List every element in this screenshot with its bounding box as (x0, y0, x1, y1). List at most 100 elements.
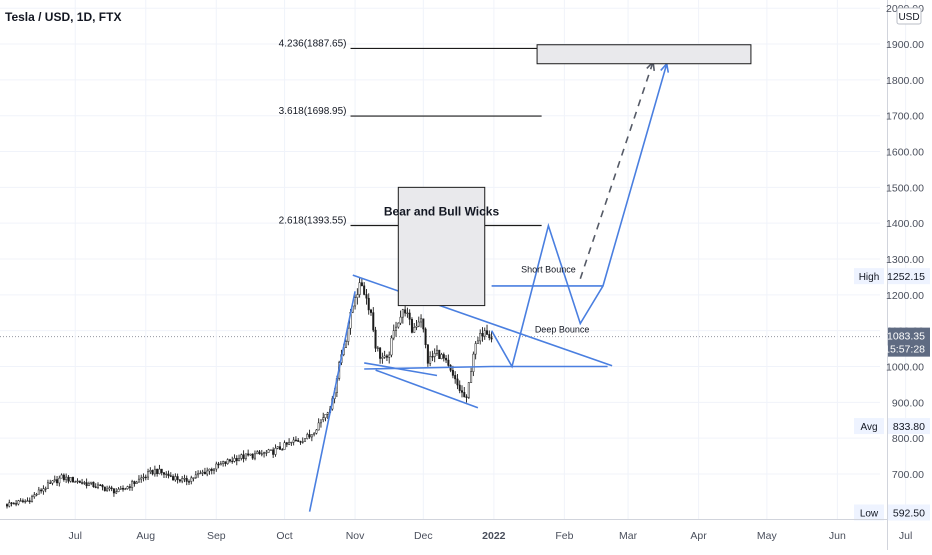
candle[interactable] (445, 355, 448, 364)
candle[interactable] (192, 477, 195, 482)
avg-marker[interactable]: Avg 833.80 (854, 418, 930, 435)
candle[interactable] (429, 351, 432, 367)
projection-dashed-path[interactable] (579, 61, 654, 279)
candle[interactable] (413, 322, 416, 333)
candle[interactable] (149, 467, 152, 475)
candle[interactable] (319, 419, 322, 428)
candle[interactable] (288, 438, 291, 446)
candle[interactable] (461, 385, 463, 398)
fib-level[interactable]: 3.618(1698.95) (279, 106, 542, 117)
candle[interactable] (442, 352, 445, 362)
candle[interactable] (92, 481, 95, 488)
candle[interactable] (69, 477, 72, 483)
candle[interactable] (21, 498, 24, 504)
candle[interactable] (433, 348, 436, 363)
candle[interactable] (456, 373, 459, 390)
candle[interactable] (126, 485, 129, 490)
candle[interactable] (219, 460, 222, 466)
bear-bull-wicks-box[interactable]: Bear and Bull Wicks (384, 186, 500, 307)
candle[interactable] (240, 453, 243, 461)
candle[interactable] (381, 352, 384, 364)
candle[interactable] (28, 497, 31, 504)
candle[interactable] (344, 339, 347, 348)
candle[interactable] (326, 411, 329, 420)
candle[interactable] (40, 488, 43, 494)
channel-upper-line[interactable] (352, 274, 613, 367)
candle[interactable] (67, 475, 70, 484)
candle[interactable] (479, 329, 482, 345)
candle[interactable] (115, 487, 118, 495)
candle[interactable] (213, 468, 216, 475)
candle[interactable] (315, 428, 318, 435)
candle[interactable] (301, 437, 304, 444)
candle[interactable] (103, 486, 106, 492)
candle[interactable] (385, 354, 388, 362)
candle[interactable] (17, 499, 20, 506)
candle[interactable] (372, 307, 375, 333)
candle[interactable] (233, 454, 236, 463)
symbol-title[interactable]: Tesla / USD, 1D, FTX (5, 10, 122, 24)
candle[interactable] (299, 440, 302, 445)
candle[interactable] (363, 282, 366, 296)
candle[interactable] (474, 341, 477, 360)
candle[interactable] (256, 450, 259, 455)
candle[interactable] (15, 500, 18, 507)
candle[interactable] (367, 293, 370, 315)
candle[interactable] (488, 330, 491, 341)
candle[interactable] (379, 347, 382, 364)
candle[interactable] (42, 485, 45, 495)
price-axis[interactable]: 700.00800.00900.001000.001100.001200.001… (854, 0, 930, 550)
candle[interactable] (422, 318, 425, 333)
flag-upper-line[interactable] (364, 362, 438, 377)
candle[interactable] (313, 432, 316, 437)
candle[interactable] (176, 473, 179, 484)
candle[interactable] (308, 429, 311, 439)
candle[interactable] (128, 483, 131, 491)
candle[interactable] (65, 473, 68, 483)
candle[interactable] (486, 324, 489, 336)
candle[interactable] (263, 451, 266, 458)
candle[interactable] (37, 486, 40, 495)
time-axis[interactable]: Jul Aug Sep Oct Nov Dec 2022 Feb Mar Apr May Jun Jul (0, 519, 912, 543)
candle[interactable] (10, 502, 13, 507)
candle[interactable] (435, 345, 438, 356)
candle[interactable] (203, 467, 206, 475)
candle[interactable] (119, 485, 122, 490)
candle[interactable] (438, 349, 441, 360)
candle[interactable] (90, 481, 93, 486)
projection-path[interactable] (490, 63, 668, 369)
candle[interactable] (133, 480, 136, 487)
candle[interactable] (408, 309, 411, 326)
candle[interactable] (56, 475, 59, 486)
candle[interactable] (181, 475, 184, 484)
candle[interactable] (153, 465, 156, 477)
candle[interactable] (399, 310, 402, 326)
candle[interactable] (24, 499, 27, 504)
candle[interactable] (185, 475, 188, 486)
candle[interactable] (470, 367, 473, 383)
candle[interactable] (137, 475, 140, 483)
candle[interactable] (449, 364, 452, 373)
candle[interactable] (19, 498, 22, 502)
candle[interactable] (172, 474, 175, 481)
short-bounce-label[interactable]: Short Bounce (521, 264, 576, 274)
candle[interactable] (294, 436, 297, 442)
candle[interactable] (44, 486, 47, 493)
candle[interactable] (49, 479, 52, 484)
candle[interactable] (410, 317, 413, 334)
candle[interactable] (206, 467, 209, 477)
candle[interactable] (292, 436, 295, 446)
candle[interactable] (365, 289, 368, 305)
candle[interactable] (188, 479, 190, 485)
candle[interactable] (404, 305, 407, 317)
candle[interactable] (467, 382, 470, 400)
candle[interactable] (160, 468, 163, 476)
candle[interactable] (106, 485, 109, 492)
candle[interactable] (235, 455, 238, 466)
candle[interactable] (76, 478, 79, 484)
candle[interactable] (81, 478, 84, 485)
candle[interactable] (178, 479, 181, 483)
candle[interactable] (208, 468, 211, 475)
target-zone-box[interactable] (536, 44, 752, 65)
